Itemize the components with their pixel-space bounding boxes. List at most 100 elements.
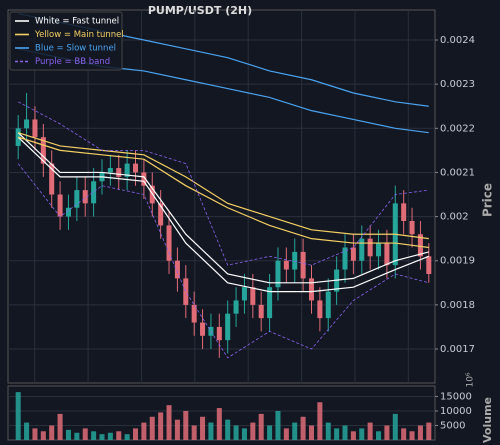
candle-body <box>258 304 264 319</box>
volume-bar <box>426 422 432 440</box>
volume-bar <box>225 419 231 440</box>
volume-bar <box>325 422 331 440</box>
volume-bar <box>342 425 348 440</box>
volume-bar <box>99 434 105 440</box>
volume-bar <box>250 422 256 440</box>
tunnel-line <box>17 163 429 359</box>
candle-body <box>40 137 46 164</box>
volume-bar <box>392 413 398 440</box>
volume-tick-label: 10000 <box>440 406 472 417</box>
candle-body <box>24 119 30 129</box>
y-tick-label: 0.0017 <box>440 344 475 355</box>
y-tick-label: 0.0019 <box>440 256 475 267</box>
volume-bar <box>241 428 247 440</box>
candle-body <box>174 260 180 279</box>
candle-body <box>317 300 323 319</box>
volume-bar <box>258 413 264 440</box>
candle-body <box>32 119 38 138</box>
tunnel-line <box>18 132 429 240</box>
candle-body <box>275 260 281 288</box>
y-tick-label: 0.0023 <box>440 79 475 90</box>
volume-bar <box>57 413 63 440</box>
candle-body <box>342 247 348 270</box>
volume-bar <box>317 402 323 440</box>
volume-bar <box>166 405 172 440</box>
candle-body <box>417 234 423 257</box>
candle-body <box>158 203 164 226</box>
volume-offset: 10⁶ <box>466 372 476 387</box>
volume-bar <box>208 422 214 440</box>
candle-body <box>91 181 97 204</box>
legend-box <box>9 11 123 71</box>
volume-bar <box>65 429 71 440</box>
legend: White = Fast tunnel Yellow = Main tunnel B… <box>9 11 124 71</box>
volume-bar <box>49 425 55 440</box>
y-tick-label: 0.0024 <box>440 35 475 46</box>
volume-bar <box>283 428 289 440</box>
y-tick-label: 0.002 <box>440 212 469 223</box>
candle-body <box>57 194 63 217</box>
volume-bar <box>200 416 206 440</box>
volume-bar <box>15 392 21 440</box>
candle-body <box>233 300 239 314</box>
candle-body <box>409 220 415 235</box>
candle-body <box>350 247 356 261</box>
legend-label: White = Fast tunnel <box>35 17 119 27</box>
candle-body <box>426 256 432 274</box>
candle-body <box>166 225 172 261</box>
candle-body <box>141 172 147 186</box>
candle-body <box>241 287 247 301</box>
tunnel-line <box>18 136 429 249</box>
volume-bar <box>24 422 30 440</box>
candle-body <box>200 322 206 336</box>
candle-body <box>401 203 407 221</box>
candle-body <box>267 287 273 319</box>
volume-bar <box>149 416 155 440</box>
price-panel <box>7 9 436 384</box>
candle-body <box>74 190 80 208</box>
candle-body <box>283 260 289 270</box>
y-axis-label: Price <box>481 183 495 217</box>
volume-bar <box>409 431 415 440</box>
volume-bar <box>32 428 38 440</box>
candle-body <box>325 291 331 319</box>
y-tick-label: 0.0021 <box>440 167 475 178</box>
candle-body <box>359 238 365 261</box>
volume-bar <box>359 428 365 440</box>
legend-label: Blue = Slow tunnel <box>35 44 116 54</box>
legend-label: Yellow = Main tunnel <box>34 30 124 40</box>
volume-axis-label: Volume <box>481 397 494 443</box>
candle-body <box>107 168 113 173</box>
y-tick-label: 0.0022 <box>440 123 475 134</box>
volume-tick-label: 5000 <box>440 420 465 431</box>
volume-bar <box>292 422 298 440</box>
candle-body <box>308 278 315 301</box>
volume-bar <box>384 425 390 440</box>
volume-bar <box>350 431 356 440</box>
volume-bar <box>417 425 423 440</box>
candle-body <box>250 287 256 305</box>
volume-bar <box>174 419 180 440</box>
volume-bar <box>183 410 189 440</box>
volume-bar <box>216 408 222 440</box>
volume-bar <box>275 410 281 440</box>
tunnel-line <box>17 136 430 293</box>
candle-body <box>49 163 55 195</box>
tunnel-line <box>17 132 429 284</box>
volume-bar <box>401 428 407 440</box>
candle-body <box>15 128 21 146</box>
volume-bar <box>267 425 273 440</box>
volume-bar <box>40 431 46 440</box>
volume-bar <box>82 428 88 440</box>
volume-bar <box>191 425 197 440</box>
volume-bar <box>107 432 113 440</box>
candle-body <box>384 243 390 266</box>
candle-body <box>82 190 88 204</box>
candle-body <box>225 313 231 341</box>
volume-bar <box>334 428 340 440</box>
volume-bar <box>300 416 306 440</box>
candle-body <box>183 278 189 305</box>
volume-bar <box>367 422 373 440</box>
volume-tick-label: 15000 <box>440 391 472 402</box>
